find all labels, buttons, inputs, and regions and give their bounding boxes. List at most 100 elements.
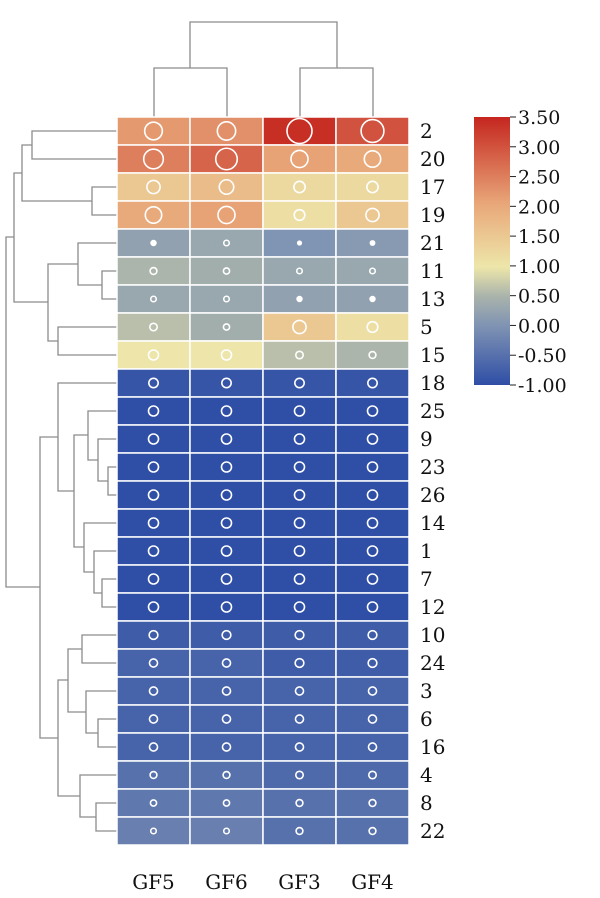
heatmap-circle-2-gf3	[286, 117, 313, 145]
row-label-14: 14	[420, 511, 445, 535]
heatmap-circle-17-gf3	[293, 180, 306, 194]
heatmap-cell-2-gf5	[116, 116, 191, 146]
heatmap-cell-24-gf6	[189, 648, 264, 678]
heatmap-cell-12-gf5	[116, 592, 191, 622]
column-label-gf5: GF5	[132, 870, 175, 894]
heatmap-circle-3-gf6	[221, 686, 232, 696]
dendro-row-branch-17-19	[91, 186, 117, 216]
color-bar-tick-label: 0.50	[518, 286, 560, 308]
column-dendrogram	[153, 21, 374, 117]
heatmap-cell-18-gf3	[262, 368, 337, 398]
heatmap-circle-11-gf6	[222, 267, 231, 275]
heatmap-circle-19-gf4	[365, 207, 380, 223]
dendro-row-branch-root	[5, 236, 40, 588]
row-label-18: 18	[420, 371, 445, 395]
heatmap-circle-13-gf3	[296, 295, 303, 303]
heatmap-circle-17-gf5	[146, 179, 161, 195]
heatmap-cell-22-gf4	[335, 816, 410, 846]
heatmap-circle-18-gf3	[294, 377, 305, 389]
heatmap-circle-12-gf4	[366, 601, 379, 613]
heatmap-cell-5-gf3	[262, 312, 337, 342]
heatmap-circle-26-gf3	[293, 489, 306, 501]
heatmap-cell-20-gf6	[189, 144, 264, 174]
heatmap-circle-3-gf3	[294, 686, 305, 696]
heatmap-cell-20-gf3	[262, 144, 337, 174]
heatmap-cell-7-gf3	[262, 564, 337, 594]
heatmap-cell-23-gf5	[116, 452, 191, 482]
heatmap-cell-26-gf4	[335, 480, 410, 510]
heatmap-circle-21-gf3	[296, 240, 303, 246]
heatmap-cell-7-gf6	[189, 564, 264, 594]
heatmap-circle-10-gf4	[367, 629, 378, 641]
dendro-row-branch-11-13	[101, 270, 117, 300]
row-label-23: 23	[420, 455, 445, 479]
dendro-row-branch-8-22	[95, 802, 117, 832]
heatmap-cell-15-gf6	[189, 340, 264, 370]
heatmap-cell-4-gf5	[116, 760, 191, 790]
dendro-col-branch-gf3-gf4	[299, 67, 374, 117]
heatmap-circle-20-gf6	[214, 147, 239, 171]
row-label-24: 24	[420, 651, 445, 675]
heatmap-cell-16-gf4	[335, 732, 410, 762]
heatmap-circle-9-gf5	[147, 433, 160, 445]
heatmap-circle-1-gf3	[293, 545, 306, 557]
heatmap-circle-2-gf6	[216, 121, 237, 141]
heatmap-cell-16-gf6	[189, 732, 264, 762]
row-label-22: 22	[420, 819, 445, 843]
heatmap-circle-22-gf3	[295, 826, 304, 836]
heatmap-cell-25-gf5	[116, 396, 191, 426]
heatmap-circle-5-gf4	[366, 320, 379, 334]
heatmap-circle-13-gf6	[222, 295, 231, 303]
heatmap-cell-25-gf6	[189, 396, 264, 426]
heatmap-circle-4-gf3	[294, 770, 305, 780]
color-bar-tick-label: 3.00	[518, 137, 560, 159]
heatmap-cell-8-gf3	[262, 788, 337, 818]
heatmap-cell-14-gf6	[189, 508, 264, 538]
dendro-col-branch-root	[189, 21, 338, 68]
color-bar-gradient	[474, 117, 510, 385]
color-bar-tick-label: 1.50	[518, 226, 560, 248]
heatmap-cell-24-gf3	[262, 648, 337, 678]
heatmap-circle-8-gf6	[222, 799, 231, 807]
row-labels: 2201719211113515182592326141712102436164…	[420, 119, 445, 843]
heatmap-circle-18-gf5	[148, 377, 159, 389]
heatmap-cell-4-gf6	[189, 760, 264, 790]
heatmap-cell-10-gf5	[116, 620, 191, 650]
heatmap-cell-18-gf4	[335, 368, 410, 398]
heatmap-cell-7-gf4	[335, 564, 410, 594]
heatmap-circle-10-gf5	[148, 629, 159, 641]
color-bar-tick-label: 3.50	[518, 107, 560, 129]
heatmap-circle-5-gf3	[292, 319, 307, 335]
row-dendrogram	[5, 130, 117, 832]
row-label-25: 25	[420, 399, 445, 423]
dendro-row-branch-3-6-16	[85, 690, 117, 734]
heatmap-circle-20-gf4	[363, 150, 382, 169]
heatmap-cell-10-gf3	[262, 620, 337, 650]
heatmap-circle-25-gf5	[147, 405, 160, 417]
heatmap-circle-17-gf6	[218, 178, 235, 196]
heatmap-circle-6-gf3	[294, 714, 305, 724]
heatmap-circle-4-gf5	[149, 770, 158, 780]
row-label-7: 7	[420, 567, 433, 591]
heatmap-circle-24-gf5	[148, 658, 159, 668]
heatmap-circle-12-gf3	[293, 601, 306, 613]
heatmap-circle-2-gf5	[143, 121, 164, 141]
heatmap-circle-16-gf3	[294, 742, 305, 752]
color-bar-tick-label: -1.00	[518, 375, 567, 397]
row-label-10: 10	[420, 623, 445, 647]
heatmap-circle-26-gf4	[366, 489, 379, 501]
heatmap-cell-1-gf3	[262, 536, 337, 566]
heatmap-cell-22-gf5	[116, 816, 191, 846]
heatmap-circle-7-gf5	[147, 573, 160, 585]
heatmap-cell-10-gf6	[189, 620, 264, 650]
heatmap-cell-23-gf4	[335, 452, 410, 482]
heatmap-circle-9-gf6	[220, 433, 233, 445]
heatmap-circle-7-gf3	[293, 573, 306, 585]
heatmap-circle-11-gf4	[368, 267, 377, 275]
heatmap-cell-26-gf5	[116, 480, 191, 510]
heatmap-circle-10-gf3	[294, 629, 305, 641]
heatmap-circle-6-gf5	[148, 714, 159, 724]
heatmap-circle-1-gf5	[147, 545, 160, 557]
row-label-6: 6	[420, 707, 433, 731]
heatmap-cell-8-gf6	[189, 788, 264, 818]
